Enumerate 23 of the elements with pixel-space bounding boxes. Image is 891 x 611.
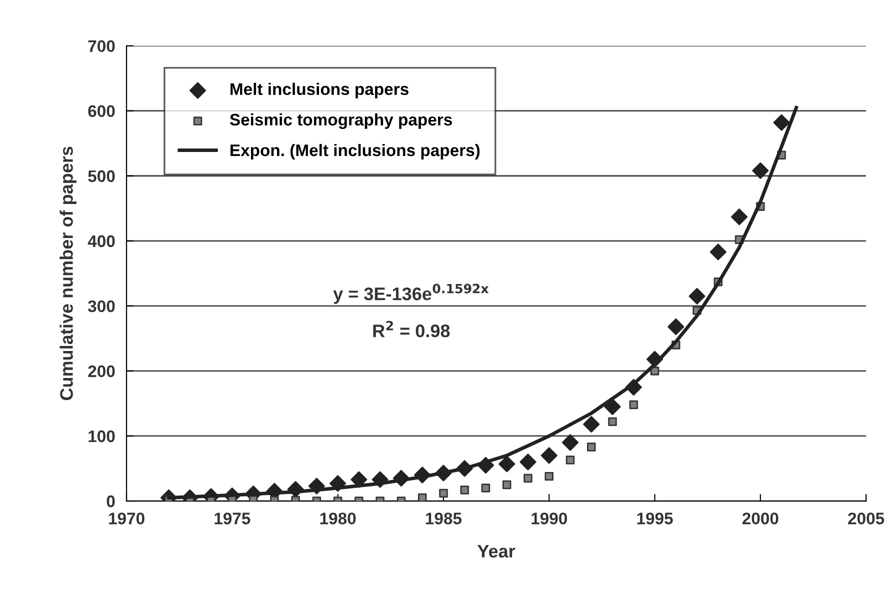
x-tick-label: 1985 [426, 512, 462, 524]
legend-label: Seismic tomography papers [230, 113, 452, 129]
x-tick-label: 1990 [532, 512, 567, 524]
annotation: y = 3E-136e$^{0.1592x}$ [333, 284, 489, 304]
y-tick-label: 0 [106, 495, 115, 508]
y-tick-label: 100 [88, 430, 115, 442]
y-tick-label: 700 [88, 40, 115, 52]
x-tick-label: 1970 [109, 512, 144, 524]
y-tick-label: 200 [88, 365, 115, 378]
x-tick-label: 2005 [848, 512, 884, 524]
legend-label: Expon. (Melt inclusions papers) [230, 144, 480, 160]
legend-label: Melt inclusions papers [230, 82, 408, 98]
x-tick-label: 2000 [742, 512, 778, 524]
y-tick-label: 600 [88, 105, 115, 118]
annotation: R$^{2}$ = 0.98 [373, 320, 450, 338]
y-tick-label: 300 [88, 300, 115, 312]
x-tick-label: 1980 [320, 512, 356, 524]
y-axis-title: Cumulative number of papers [60, 146, 76, 400]
x-tick-label: 1975 [214, 512, 250, 524]
x-tick-label: 1995 [637, 512, 673, 524]
x-axis-title: Year [478, 544, 516, 558]
y-tick-label: 500 [88, 170, 115, 182]
y-tick-label: 400 [88, 235, 115, 248]
